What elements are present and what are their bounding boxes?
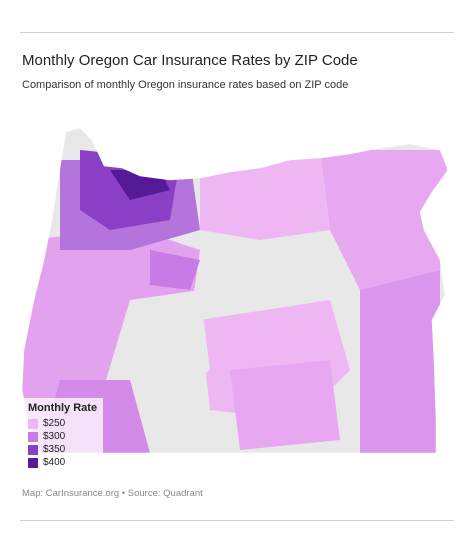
map [21, 127, 449, 454]
legend-item: $250 [28, 417, 97, 430]
map-regions [22, 128, 448, 453]
legend-title: Monthly Rate [28, 402, 98, 414]
legend-label: $250 [43, 418, 66, 429]
legend-swatch [28, 457, 38, 468]
legend-swatch [28, 418, 38, 429]
legend: Monthly Rate $250 $300 $350 $400 [24, 398, 104, 471]
title: Monthly Oregon Car Insurance Rates by ZI… [22, 52, 358, 69]
legend-items: $250 $300 $350 $400 [28, 417, 97, 469]
legend-label: $400 [43, 457, 66, 468]
legend-label: $300 [43, 431, 66, 442]
bottom-rule [20, 520, 454, 521]
top-rule [20, 32, 454, 33]
subtitle: Comparison of monthly Oregon insurance r… [22, 79, 349, 91]
legend-swatch [28, 431, 38, 442]
legend-item: $350 [28, 443, 97, 456]
legend-swatch [28, 444, 38, 455]
legend-label: $350 [43, 444, 66, 455]
legend-item: $300 [28, 430, 97, 443]
source: Map: CarInsurance.org • Source: Quadrant [22, 488, 203, 499]
legend-item: $400 [28, 456, 97, 469]
